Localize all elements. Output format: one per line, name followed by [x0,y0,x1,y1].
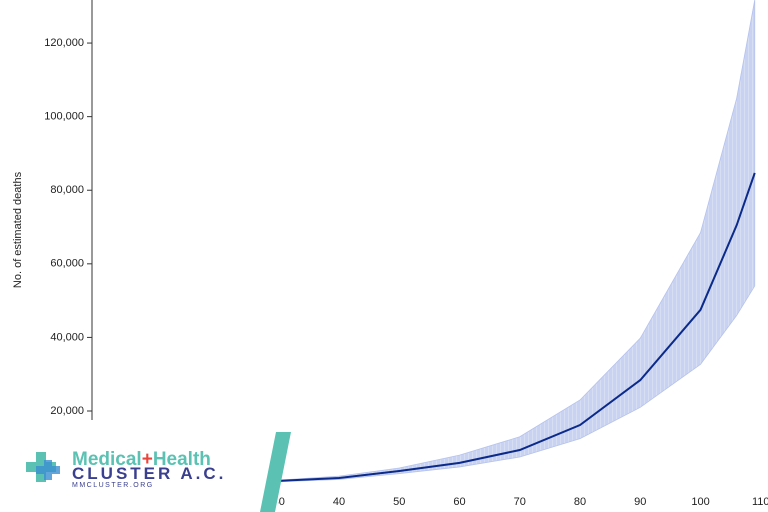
x-tick-label: 50 [393,496,405,508]
logo-url: MMCLUSTER.ORG [72,482,154,489]
y-tick-label: 80,000 [50,184,84,196]
y-tick-label: 100,000 [44,111,84,123]
x-tick-label: 110 [752,496,768,508]
x-tick-label: 90 [634,496,646,508]
logo-cross-inner [36,460,60,480]
logo-title-part: Health [153,449,211,470]
y-tick-label: 60,000 [50,258,84,270]
y-axis-label: No. of estimated deaths [12,171,24,288]
x-tick-label: 70 [514,496,526,508]
logo-slash [260,432,291,512]
x-tick-label: 100 [691,496,709,508]
x-tick-label: 60 [453,496,465,508]
line [278,172,756,482]
logo-subtitle: CLUSTER A.C. [72,464,226,483]
y-tick-label: 40,000 [50,331,84,343]
confidence-band [278,0,756,483]
y-tick-label: 20,000 [50,405,84,417]
logo-title-part: + [142,449,153,470]
x-tick-label: 40 [333,496,345,508]
x-tick-label: 80 [574,496,586,508]
y-tick-label: 120,000 [44,37,84,49]
logo-title: Medical+Health [72,449,211,470]
logo-title-part: Medical [72,449,142,470]
